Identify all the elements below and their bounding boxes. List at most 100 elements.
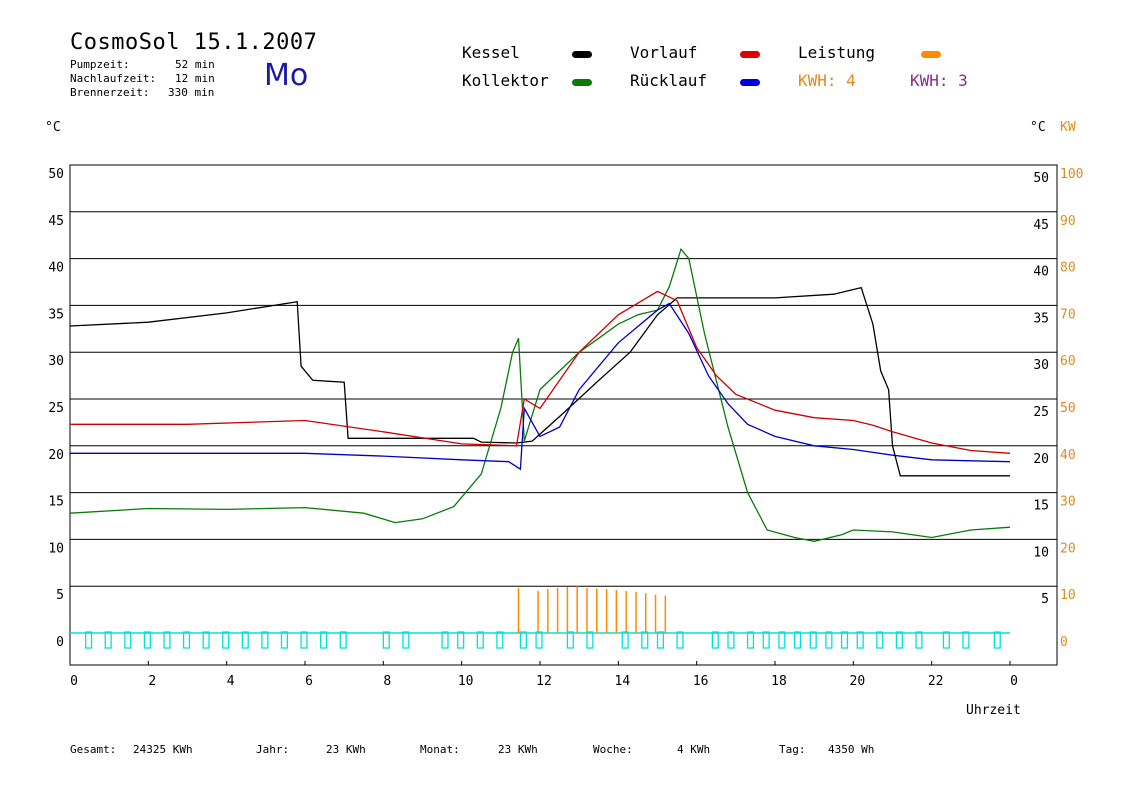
y-right-celsius-tick-label: 45: [1033, 218, 1049, 233]
pump-indicator: [711, 631, 719, 649]
series-line-kessel: [69, 286, 1010, 477]
footer-tag-value: 4350 Wh: [828, 743, 875, 756]
pump-indicator: [746, 631, 755, 649]
pump-indicator: [104, 631, 112, 649]
y-right-celsius-tick-label: 15: [1033, 499, 1049, 514]
y-left-tick-label: 50: [48, 167, 64, 182]
y-left-tick-label: 10: [48, 541, 64, 556]
series-line-kollektor: [69, 247, 1011, 542]
pumpzeit-label: Pumpzeit:: [70, 58, 130, 71]
legend-kessel-label: Kessel: [462, 43, 520, 62]
legend-kollektor-label: Kollektor: [462, 71, 549, 90]
y-right-kw-tick-label: 90: [1060, 214, 1076, 229]
footer-gesamt-label: Gesamt:: [70, 743, 117, 756]
pump-indicator: [793, 631, 802, 649]
footer-woche-value: 4 KWh: [677, 743, 711, 756]
legend-leistung-label: Leistung: [798, 43, 876, 62]
pump-indicator: [241, 631, 249, 649]
plot-frame: [69, 164, 1058, 666]
y-right-celsius-tick-label: 20: [1033, 452, 1049, 467]
y-left-tick-label: 45: [48, 214, 64, 229]
pump-indicator: [320, 631, 328, 649]
y-left-tick-label: 20: [48, 448, 64, 463]
pump-indicator: [825, 631, 833, 649]
pump-indicator: [778, 631, 786, 649]
footer-jahr-value: 23 KWh: [326, 743, 366, 756]
pump-indicator: [676, 631, 684, 649]
brennerzeit-value: 330 min: [168, 86, 215, 99]
y-right-celsius-tick-label: 30: [1033, 358, 1049, 373]
weekday-label: Mo: [264, 58, 309, 93]
legend-kwh-2: KWH: 3: [910, 71, 968, 90]
x-tick-label: 8: [383, 674, 391, 689]
left-unit-label: °C: [45, 120, 61, 135]
y-right-kw-tick-label: 20: [1060, 541, 1076, 556]
chart-title: CosmoSol 15.1.2007: [70, 30, 318, 55]
pump-indicator: [163, 631, 171, 649]
pump-indicator: [300, 631, 308, 649]
y-right-kw-tick-label: 60: [1060, 354, 1076, 369]
footer-gesamt-value: 24325 KWh: [133, 743, 193, 756]
pump-indicator: [656, 631, 665, 649]
pump-indicator: [441, 631, 449, 649]
x-tick-label: 22: [928, 674, 944, 689]
y-right-kw-tick-label: 0: [1060, 635, 1068, 650]
legend-ruecklauf-swatch: [740, 79, 760, 86]
x-tick-label: 6: [305, 674, 313, 689]
footer-jahr-label: Jahr:: [256, 743, 290, 756]
y-left-tick-label: 25: [48, 401, 64, 416]
y-right-kw-tick-label: 70: [1060, 307, 1076, 322]
x-tick-label: 18: [771, 674, 787, 689]
y-right-celsius-tick-label: 35: [1033, 311, 1049, 326]
pump-indicator: [856, 631, 864, 649]
pump-indicator: [566, 631, 574, 649]
x-tick-label: 0: [1010, 674, 1018, 689]
right-unit-celsius: °C: [1030, 120, 1046, 135]
y-left-tick-label: 30: [48, 354, 64, 369]
pump-indicator: [476, 631, 484, 649]
pump-indicator: [876, 631, 884, 649]
legend-leistung-swatch: [921, 51, 941, 58]
pump-indicator: [222, 631, 230, 649]
pump-indicator: [202, 631, 210, 649]
x-tick-label: 20: [850, 674, 866, 689]
pump-indicator: [457, 631, 465, 649]
pump-indicator: [402, 631, 410, 649]
nachlaufzeit-value: 12 min: [175, 72, 215, 85]
legend-ruecklauf-label: Rücklauf: [630, 71, 708, 90]
right-unit-kw: KW: [1060, 120, 1076, 135]
series-line-ruecklauf: [70, 302, 1011, 471]
y-right-celsius-tick-label: 50: [1033, 171, 1049, 186]
y-right-kw-tick-label: 80: [1060, 261, 1076, 276]
pump-indicator: [993, 631, 1001, 649]
pump-indicator: [621, 631, 629, 649]
brennerzeit-label: Brennerzeit:: [70, 86, 150, 99]
legend-vorlauf-swatch: [740, 51, 760, 58]
nachlaufzeit-label: Nachlaufzeit:: [70, 72, 157, 85]
x-tick-label: 10: [458, 674, 474, 689]
footer-monat-label: Monat:: [420, 743, 460, 756]
y-right-celsius-tick-label: 25: [1033, 405, 1049, 420]
x-tick-label: 2: [148, 674, 156, 689]
pump-indicator: [496, 631, 504, 649]
pump-indicator: [261, 631, 269, 649]
y-left-tick-label: 15: [48, 495, 64, 510]
pump-indicator: [535, 631, 543, 649]
pump-indicator: [85, 631, 93, 649]
footer-monat-value: 23 KWh: [498, 743, 538, 756]
legend-vorlauf-label: Vorlauf: [630, 43, 698, 62]
legend-kwh-1: KWH: 4: [798, 71, 856, 90]
pump-indicator: [339, 631, 347, 649]
pump-indicator: [280, 631, 289, 649]
x-tick-label: 12: [536, 674, 552, 689]
footer-tag-label: Tag:: [779, 743, 806, 756]
y-left-tick-label: 35: [48, 307, 64, 322]
footer-woche-label: Woche:: [593, 743, 633, 756]
y-right-kw-tick-label: 100: [1060, 167, 1083, 182]
pump-indicator: [727, 631, 735, 649]
y-right-celsius-tick-label: 5: [1041, 592, 1049, 607]
pump-indicator: [143, 631, 151, 649]
y-right-kw-tick-label: 10: [1060, 588, 1076, 603]
y-right-kw-tick-label: 30: [1060, 495, 1076, 510]
